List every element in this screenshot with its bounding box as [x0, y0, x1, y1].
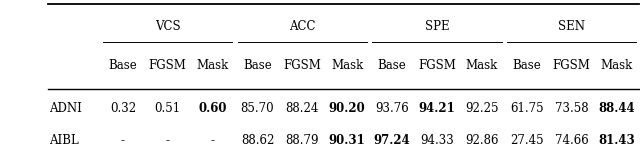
Text: 88.62: 88.62 — [241, 134, 274, 147]
Text: 85.70: 85.70 — [241, 102, 275, 115]
Text: 97.24: 97.24 — [374, 134, 410, 147]
Text: 88.44: 88.44 — [598, 102, 635, 115]
Text: VCS: VCS — [155, 20, 180, 33]
Text: Mask: Mask — [196, 59, 228, 72]
Text: 74.66: 74.66 — [555, 134, 588, 147]
Text: Base: Base — [512, 59, 541, 72]
Text: 73.58: 73.58 — [555, 102, 588, 115]
Text: 0.51: 0.51 — [155, 102, 181, 115]
Text: SEN: SEN — [558, 20, 585, 33]
Text: 92.86: 92.86 — [465, 134, 499, 147]
Text: AIBL: AIBL — [49, 134, 79, 147]
Text: 61.75: 61.75 — [510, 102, 543, 115]
Text: 88.24: 88.24 — [285, 102, 319, 115]
Text: -: - — [166, 134, 170, 147]
Text: 81.43: 81.43 — [598, 134, 635, 147]
Text: Base: Base — [109, 59, 138, 72]
Text: -: - — [121, 134, 125, 147]
Text: 93.76: 93.76 — [375, 102, 409, 115]
Text: ADNI: ADNI — [49, 102, 82, 115]
Text: ACC: ACC — [289, 20, 316, 33]
Text: 0.32: 0.32 — [110, 102, 136, 115]
Text: -: - — [211, 134, 214, 147]
Text: SPE: SPE — [424, 20, 449, 33]
Text: 94.33: 94.33 — [420, 134, 454, 147]
Text: Mask: Mask — [466, 59, 498, 72]
Text: 88.79: 88.79 — [285, 134, 319, 147]
Text: Base: Base — [378, 59, 406, 72]
Text: Base: Base — [243, 59, 272, 72]
Text: 27.45: 27.45 — [510, 134, 543, 147]
Text: Mask: Mask — [331, 59, 364, 72]
Text: FGSM: FGSM — [284, 59, 321, 72]
Text: 94.21: 94.21 — [419, 102, 455, 115]
Text: 90.20: 90.20 — [329, 102, 365, 115]
Text: FGSM: FGSM — [418, 59, 456, 72]
Text: Mask: Mask — [600, 59, 632, 72]
Text: FGSM: FGSM — [552, 59, 590, 72]
Text: 92.25: 92.25 — [465, 102, 499, 115]
Text: 0.60: 0.60 — [198, 102, 227, 115]
Text: FGSM: FGSM — [149, 59, 187, 72]
Text: 90.31: 90.31 — [329, 134, 365, 147]
